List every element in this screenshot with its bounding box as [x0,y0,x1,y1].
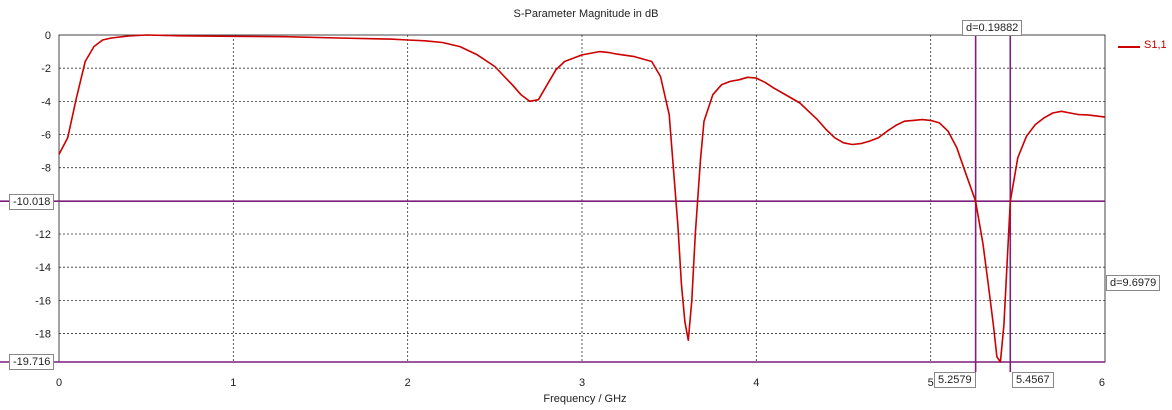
x-tick-label: 6 [1099,377,1105,389]
y-tick-label: -2 [41,63,51,75]
marker-delta-x-label: d=0.19882 [962,20,1023,36]
y-tick-label: -16 [35,295,51,307]
y-tick-label: -14 [35,262,51,274]
legend-swatch-s11 [1118,46,1140,48]
marker-delta-y-label: d=9.6979 [1106,275,1161,291]
y-tick-label: -8 [41,163,51,175]
y-tick-label: -4 [41,96,51,108]
marker-vline-label-2[interactable]: 5.4567 [1012,372,1054,388]
marker-vline-label-1[interactable]: 5.2579 [934,372,976,388]
x-tick-label: 5 [928,377,934,389]
x-tick-label: 0 [56,377,62,389]
x-axis-label: Frequency / GHz [543,393,627,405]
legend-label-s11: S1,1 [1144,39,1167,51]
x-tick-label: 4 [753,377,759,389]
x-tick-label: 3 [579,377,585,389]
y-tick-label: -6 [41,130,51,142]
x-tick-label: 2 [405,377,411,389]
x-tick-label: 1 [230,377,236,389]
marker-hline-label-2[interactable]: -19.716 [9,354,55,370]
marker-hline-label-1[interactable]: -10.018 [9,194,55,210]
y-tick-label: -18 [35,329,51,341]
legend: S1,1 [1114,39,1170,55]
y-tick-label: -12 [35,229,51,241]
chart-title: S-Parameter Magnitude in dB [513,8,659,20]
y-tick-label: 0 [45,30,51,42]
series-line-s11 [58,34,1106,363]
